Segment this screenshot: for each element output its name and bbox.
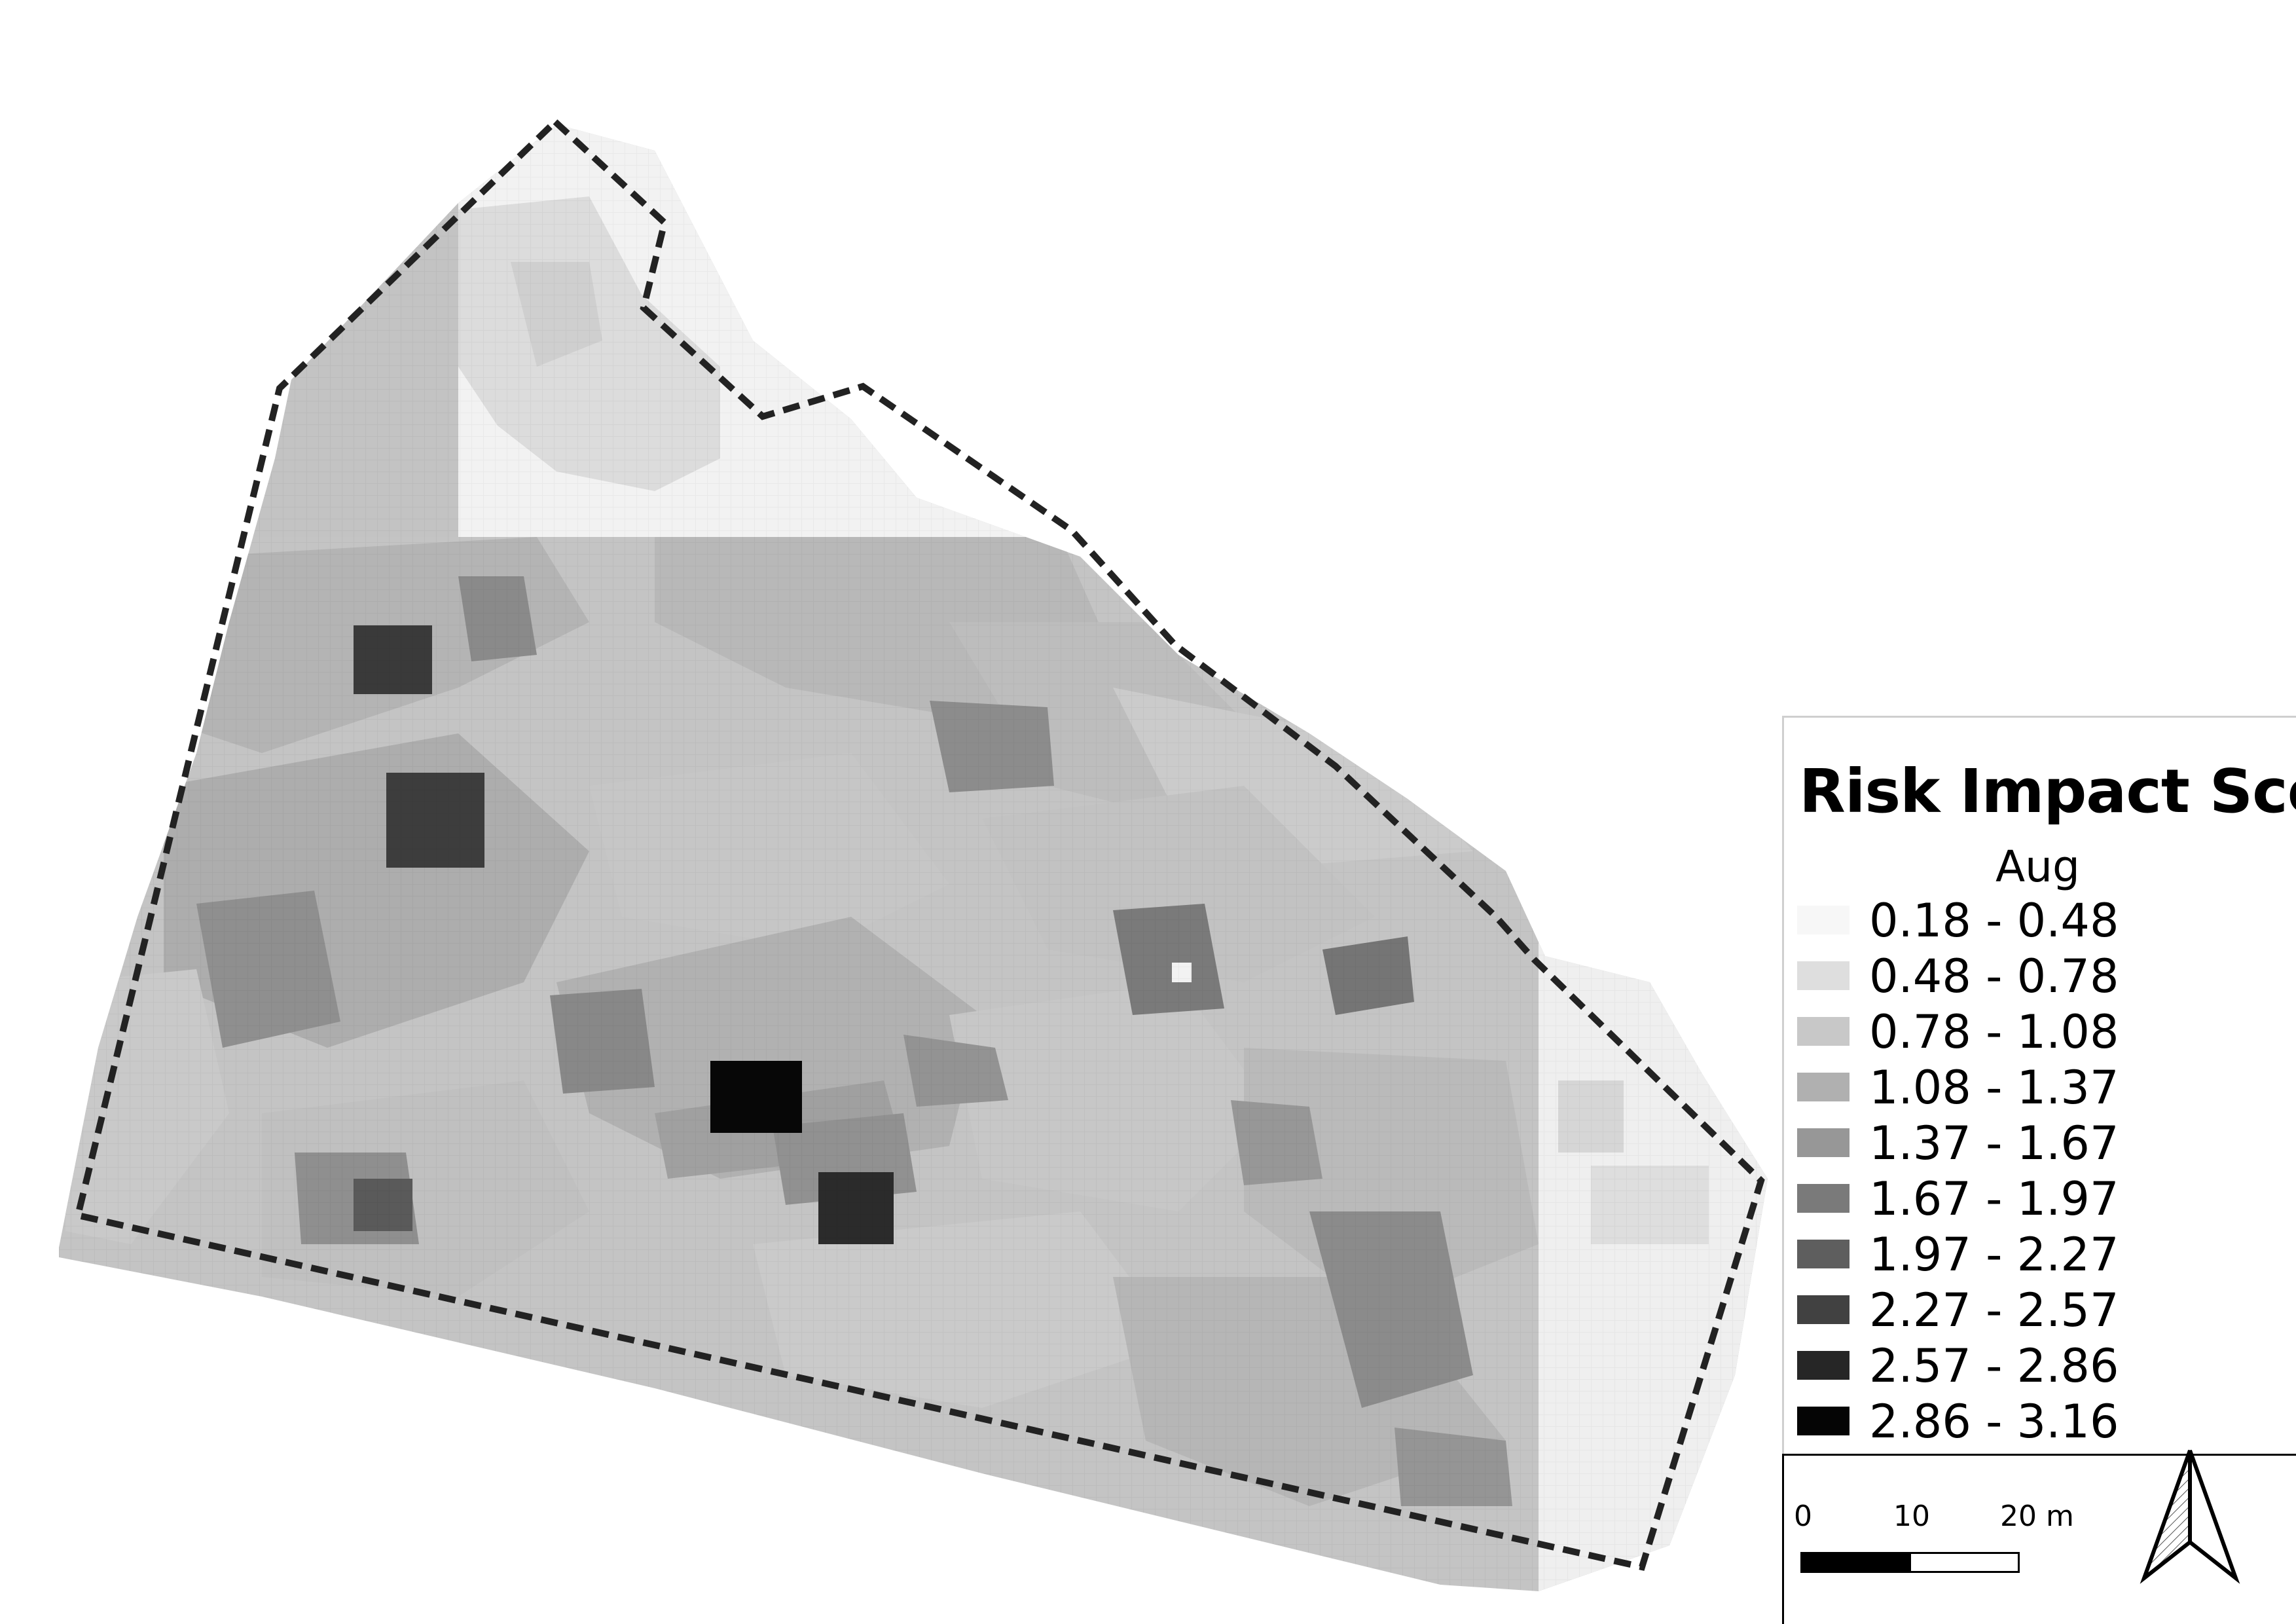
legend-title: Risk Impact Score (1799, 756, 2296, 826)
legend-swatch (1797, 1128, 1850, 1157)
legend-label: 1.97 - 2.27 (1869, 1228, 2119, 1282)
legend-label: 0.78 - 1.08 (1869, 1005, 2119, 1059)
legend-swatch (1797, 1295, 1850, 1324)
legend-label: 1.37 - 1.67 (1869, 1116, 2119, 1170)
scale-tick-0: 0 (1794, 1500, 1812, 1533)
legend-swatch (1797, 1407, 1850, 1435)
legend-swatch (1797, 1184, 1850, 1213)
scale-bar-segment (1802, 1554, 1911, 1571)
scale-tick-20: 20 m (2000, 1500, 2074, 1533)
legend-swatch (1797, 1017, 1850, 1046)
legend-label: 2.27 - 2.57 (1869, 1283, 2119, 1337)
legend-swatch (1797, 1073, 1850, 1101)
legend-swatch (1797, 1240, 1850, 1268)
legend-label: 1.08 - 1.37 (1869, 1061, 2119, 1115)
legend-label: 2.57 - 2.86 (1869, 1339, 2119, 1393)
study-area-boundary (73, 117, 1765, 1571)
legend-swatch (1797, 906, 1850, 934)
legend-swatch (1797, 961, 1850, 990)
north-arrow-icon (2140, 1449, 2240, 1584)
legend-label: 0.48 - 0.78 (1869, 950, 2119, 1003)
scale-and-north-frame (1782, 1454, 2296, 1624)
scale-tick-10: 10 (1893, 1500, 1930, 1533)
legend-label: 1.67 - 1.97 (1869, 1172, 2119, 1226)
legend-subtitle: Aug (1995, 841, 2080, 892)
legend-panel (1782, 716, 2296, 1624)
legend-label: 0.18 - 0.48 (1869, 894, 2119, 948)
legend-label: 2.86 - 3.16 (1869, 1395, 2119, 1449)
scale-bar (1800, 1552, 2020, 1573)
legend-swatch (1797, 1351, 1850, 1380)
